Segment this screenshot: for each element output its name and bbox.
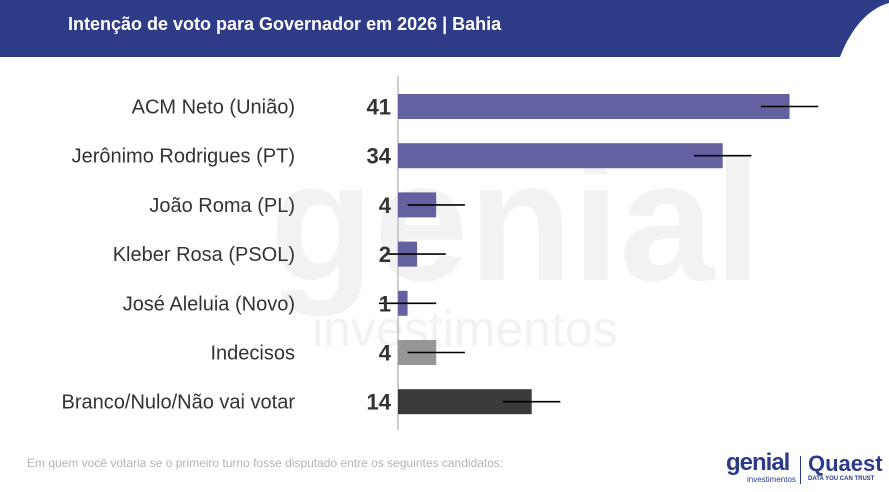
footnote: Em quem você votaria se o primeiro turno… bbox=[27, 456, 504, 470]
bar bbox=[398, 143, 723, 169]
genial-logo: genial bbox=[726, 449, 790, 476]
category-label: João Roma (PL) bbox=[149, 195, 295, 217]
logo-divider bbox=[800, 456, 801, 484]
data-label: 2 bbox=[379, 242, 391, 267]
data-label: 4 bbox=[379, 193, 392, 218]
category-label: Jerônimo Rodrigues (PT) bbox=[72, 146, 295, 168]
header-shape bbox=[0, 0, 889, 57]
category-label: Indecisos bbox=[211, 343, 296, 365]
quaest-logo: Quaest bbox=[808, 451, 883, 476]
quaest-logo-subtitle: DATA YOU CAN TRUST bbox=[808, 476, 875, 482]
page-title: Intenção de voto para Governador em 2026… bbox=[68, 14, 502, 34]
data-label: 1 bbox=[379, 291, 391, 316]
category-label: Branco/Nulo/Não vai votar bbox=[62, 392, 296, 414]
category-label: ACM Neto (União) bbox=[132, 97, 295, 119]
genial-logo-subtitle: investimentos bbox=[747, 475, 796, 484]
header-banner: Intenção de voto para Governador em 2026… bbox=[0, 0, 889, 57]
category-label: Kleber Rosa (PSOL) bbox=[113, 244, 295, 266]
bar bbox=[398, 94, 790, 119]
data-label: 34 bbox=[367, 144, 392, 169]
data-label: 4 bbox=[379, 341, 392, 366]
category-label: José Aleluia (Novo) bbox=[123, 293, 295, 315]
data-label: 14 bbox=[367, 390, 392, 415]
data-label: 41 bbox=[367, 95, 391, 120]
